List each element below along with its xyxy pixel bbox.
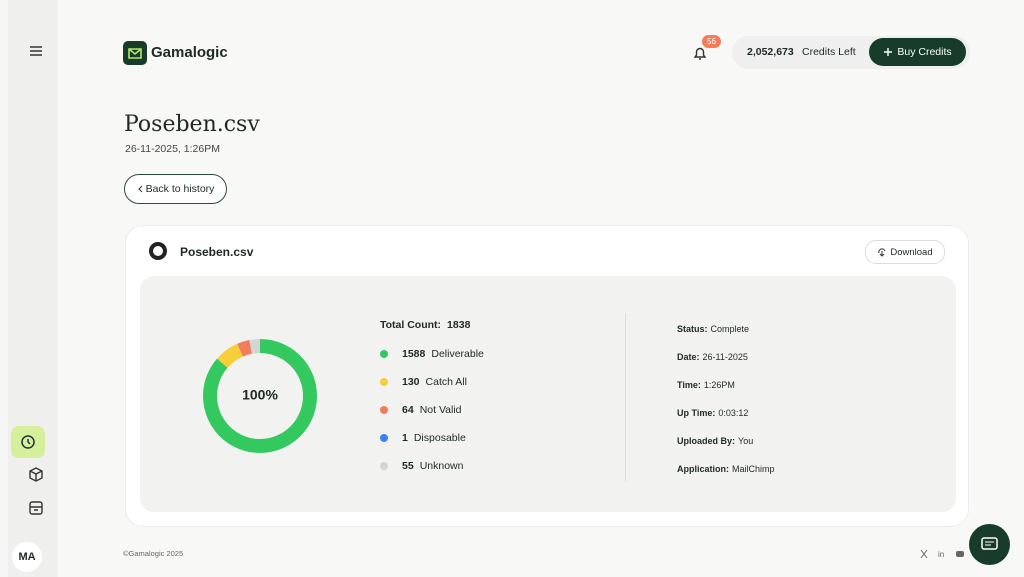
back-button[interactable]: Back to history: [124, 174, 227, 204]
donut-center-label: 100%: [242, 387, 278, 403]
detail-value: 0:03:12: [718, 408, 749, 418]
buy-credits-button[interactable]: Buy Credits: [869, 38, 966, 66]
donut-chart: 100%: [203, 339, 317, 453]
notification-badge: 56: [702, 35, 721, 48]
svg-text:in: in: [938, 550, 944, 559]
legend-row: 64 Not Valid: [380, 404, 462, 416]
download-label: Download: [890, 246, 933, 258]
detail-row: Status: Complete: [677, 324, 749, 334]
avatar[interactable]: MA: [12, 542, 42, 572]
file-name: Poseben.csv: [180, 245, 254, 259]
copyright: ©Gamalogic 2025: [123, 549, 184, 558]
detail-row: Application: MailChimp: [677, 464, 775, 474]
legend-count: 130: [402, 376, 420, 388]
detail-row: Up Time: 0:03:12: [677, 408, 748, 418]
page-date: 26-11-2025, 1:26PM: [125, 143, 220, 155]
legend-label: Catch All: [425, 376, 467, 388]
buy-credits-label: Buy Credits: [897, 46, 952, 58]
archive-nav[interactable]: [25, 497, 47, 519]
legend-count: 1: [402, 432, 408, 444]
detail-label: Uploaded By:: [677, 436, 736, 446]
bell-icon[interactable]: [691, 44, 709, 62]
donut-segment: [203, 339, 317, 453]
detail-value: Complete: [710, 324, 750, 334]
legend-dot: [380, 406, 388, 414]
legend-row: 55 Unknown: [380, 460, 463, 472]
donut-segment: [237, 340, 252, 357]
legend-label: Deliverable: [431, 348, 484, 360]
detail-label: Date:: [677, 352, 700, 362]
menu-icon[interactable]: [25, 40, 47, 62]
detail-value: MailChimp: [732, 464, 775, 474]
legend-dot: [380, 350, 388, 358]
legend-row: 130 Catch All: [380, 376, 467, 388]
detail-label: Application:: [677, 464, 729, 474]
legend-count: 64: [402, 404, 414, 416]
donut-segment: [217, 343, 244, 369]
sidebar: MA: [0, 0, 58, 577]
brand: Gamalogic: [151, 44, 228, 61]
total-row: Total Count: 1838: [380, 319, 470, 331]
social-icons[interactable]: in: [918, 548, 968, 560]
mailchimp-icon: [149, 242, 167, 260]
history-nav[interactable]: [11, 426, 45, 458]
detail-label: Time:: [677, 380, 701, 390]
detail-label: Up Time:: [677, 408, 716, 418]
detail-label: Status:: [677, 324, 708, 334]
detail-row: Time: 1:26PM: [677, 380, 735, 390]
page-title: Poseben.csv: [124, 112, 260, 137]
legend-count: 1588: [402, 348, 426, 360]
detail-row: Uploaded By: You: [677, 436, 753, 446]
total-label: Total Count:: [380, 319, 442, 331]
file-card: Poseben.csv Download 100% Total Count: 18…: [125, 225, 969, 527]
legend-label: Not Valid: [419, 404, 462, 416]
legend-row: 1 Disposable: [380, 432, 466, 444]
back-label: Back to history: [145, 183, 215, 195]
legend-dot: [380, 434, 388, 442]
total-count: 1838: [447, 319, 471, 331]
detail-value: 1:26PM: [703, 380, 735, 390]
credits-label: Credits Left: [802, 46, 856, 58]
download-button[interactable]: Download: [865, 240, 945, 264]
divider: [625, 313, 626, 481]
legend-dot: [380, 462, 388, 470]
legend-row: 1588 Deliverable: [380, 348, 484, 360]
chat-button[interactable]: [969, 524, 1010, 565]
credits: 2,052,673: [747, 46, 794, 58]
legend-count: 55: [402, 460, 414, 472]
logo-icon: [123, 41, 147, 65]
detail-value: 26-11-2025: [702, 352, 748, 362]
summary-panel: 100% Total Count: 1838 1588 Deliverable 130…: [140, 276, 956, 512]
detail-row: Date: 26-11-2025: [677, 352, 748, 362]
box-nav[interactable]: [25, 464, 47, 486]
legend-label: Disposable: [413, 432, 466, 444]
donut-segment: [249, 339, 261, 354]
detail-value: You: [738, 436, 754, 446]
legend-label: Unknown: [419, 460, 464, 472]
credits-bar: 2,052,673 Credits Left Buy Credits: [732, 36, 970, 69]
legend-dot: [380, 378, 388, 386]
